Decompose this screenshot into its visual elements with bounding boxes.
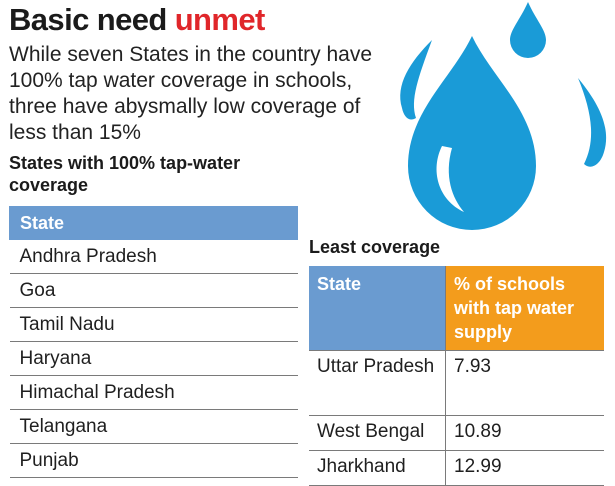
table-row: Punjab [9,443,298,478]
left-arc-drop-icon [400,40,432,120]
table-row: Uttar Pradesh 7.93 [309,350,604,416]
right-arc-drop-icon [578,78,607,167]
headline-highlight: unmet [174,2,266,37]
full-coverage-title: States with 100% tap-water coverage [9,153,241,195]
state-cell: Telangana [9,409,298,444]
intro-text: While seven States in the country have 1… [9,43,373,144]
water-drop-icon [400,2,607,230]
drop-highlight-icon [436,146,464,212]
state-cell: Himachal Pradesh [9,375,298,410]
percent-cell: 12.99 [445,450,604,486]
table-row: Himachal Pradesh [9,375,298,410]
state-cell: Punjab [9,443,298,478]
state-cell: West Bengal [309,415,446,451]
state-cell: Uttar Pradesh [309,350,446,416]
table-row: Tamil Nadu [9,307,298,342]
least-coverage-table: State % of schools with tap water supply… [309,266,604,486]
least-coverage-header-percent: % of schools with tap water supply [445,266,604,351]
full-coverage-header-state: State [9,206,298,240]
state-cell: Haryana [9,341,298,376]
headline: Basic need unmet [9,2,265,38]
headline-text: Basic need [9,2,175,37]
big-drop-icon [408,36,536,230]
table-row: Haryana [9,341,298,376]
small-drop-icon [510,2,546,58]
percent-cell: 10.89 [445,415,604,451]
table-row: Andhra Pradesh [9,239,298,274]
full-coverage-table: State Andhra Pradesh Goa Tamil Nadu Hary… [9,206,298,478]
percent-cell: 7.93 [445,350,604,416]
state-cell: Jharkhand [309,450,446,486]
table-row: West Bengal 10.89 [309,415,604,451]
state-cell: Tamil Nadu [9,307,298,342]
table-row: Jharkhand 12.99 [309,450,604,486]
table-row: Goa [9,273,298,308]
state-cell: Goa [9,273,298,308]
least-coverage-title: Least coverage [309,237,441,257]
state-cell: Andhra Pradesh [9,239,298,274]
table-row: Telangana [9,409,298,444]
least-coverage-header-state: State [309,266,446,351]
